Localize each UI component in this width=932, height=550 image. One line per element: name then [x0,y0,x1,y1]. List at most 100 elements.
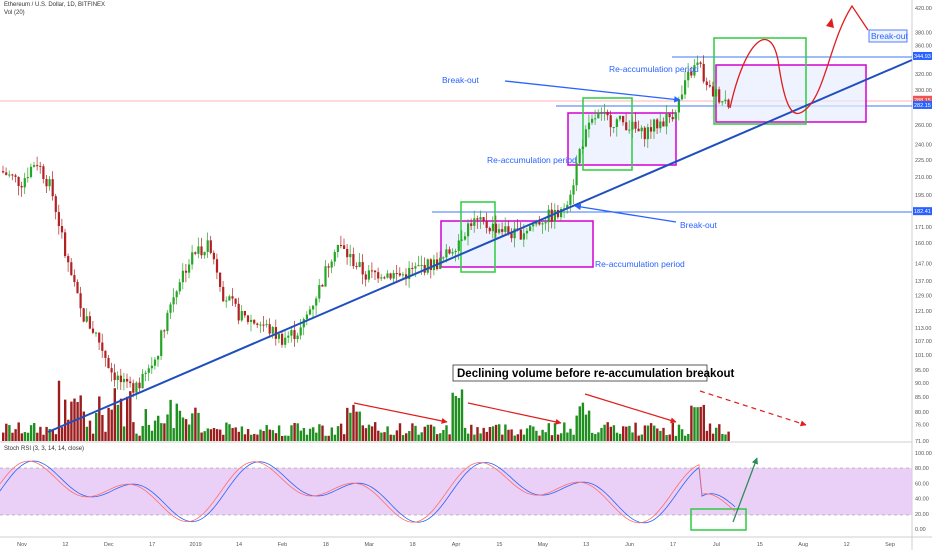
volume-bar [212,428,216,441]
candle-body [327,266,330,268]
volume-bar [181,417,185,441]
candle-body [85,316,88,322]
volume-bars [2,380,730,441]
volume-bar [668,434,671,441]
stoch-indicator-label: Stoch RSI (3, 3, 14, 14, close) [4,446,85,452]
candle-body [281,333,284,345]
time-tick-label: Jul [713,542,720,548]
candle-body [147,368,150,373]
volume-bar [333,434,337,441]
candle-body [535,221,538,225]
chart-title: Ethereum / U.S. Dollar, 1D, BITFINEX [4,2,106,8]
candle-body [615,119,618,127]
candle-body [135,382,138,393]
volume-bar [591,432,594,441]
candle-body [51,179,54,197]
volume-bar [637,435,640,441]
candle-body [54,196,57,213]
candle-body [42,166,45,179]
candle-body [194,252,197,254]
time-tick-label: Sep [885,542,895,548]
candle-body [234,298,237,304]
volume-bar [85,426,89,441]
candle-body [649,127,653,132]
volume-bar [296,423,299,441]
volume-bar [460,389,464,441]
candle-body [498,229,501,233]
candle-body [637,128,640,132]
candle-body [361,262,364,275]
time-tick-label: Nov [17,542,27,548]
volume-bar [612,425,616,441]
candle-body [445,249,448,258]
candle-body [26,177,29,179]
candle-body [507,226,510,233]
volume-bar [8,425,11,441]
candle-body [383,277,386,279]
candle-body [153,359,157,366]
volume-bar [491,426,495,441]
consolidation-box-1 [460,201,496,273]
candle-body [721,101,724,103]
candle-body [33,165,36,167]
volume-bar [11,432,14,441]
price-tick-label: 90.00 [915,381,929,387]
candle-body [256,323,259,325]
volume-bar [693,407,696,441]
volume-bar [690,405,693,441]
volume-bar [315,432,318,441]
candle-body [14,175,17,177]
volume-bar [494,424,498,441]
time-tick-label: Dec [104,542,114,548]
price-tick-label: 360.00 [915,44,932,50]
volume-bar [361,425,364,441]
candle-body [420,264,423,266]
volume-arrow-4 [699,390,807,427]
volume-bar [262,430,265,441]
candle-body [70,262,73,276]
candle-body [39,165,42,167]
candle-body [405,274,408,279]
breakout-label-2: Break-out [680,220,717,230]
candle-body [172,297,175,305]
volume-bar [423,426,426,441]
candle-body [126,378,129,382]
candle-body [160,330,163,356]
volume-bar [426,424,430,441]
volume-bar [166,414,169,441]
volume-bar [76,402,79,441]
volume-bar [321,425,324,441]
candle-body [442,257,445,259]
volume-bar [234,427,237,441]
volume-bar [429,424,433,441]
volume-bar [184,419,188,441]
projected-path [729,4,869,115]
candle-body [364,274,367,280]
candle-body [460,239,463,241]
volume-bar [209,429,213,441]
candle-body [122,378,126,383]
candle-body [250,319,253,322]
candle-body [724,99,727,102]
volume-bar [563,422,566,441]
candle-body [653,119,656,132]
volume-bar [581,402,585,441]
candle-body [457,240,460,251]
candle-body [88,316,91,329]
candle-body [556,209,560,218]
volume-bar [386,426,389,441]
volume-bar [178,410,182,441]
volume-bar [268,429,271,441]
candle-body [634,121,637,129]
volume-bar [529,425,532,441]
candle-body [473,218,476,226]
stoch-tick-label: 40.00 [915,497,929,503]
volume-bar [618,433,622,441]
candle-body [612,126,615,128]
volume-bar [64,399,67,441]
candle-body [581,146,584,150]
volume-bar [389,434,392,441]
volume-bar [116,404,120,441]
